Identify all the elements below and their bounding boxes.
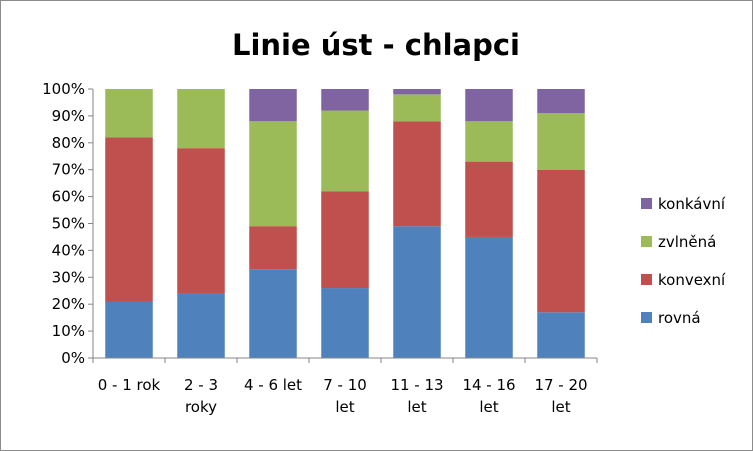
bar-segment-4-category-3	[249, 89, 297, 122]
y-tick-label: 10%	[52, 322, 85, 340]
x-tick-label: 0 - 1 rok	[98, 376, 161, 394]
bar-segment-3-category-7	[537, 113, 585, 170]
bar-segment-2-category-4	[321, 191, 369, 289]
bar-segment-3-category-4	[321, 110, 369, 192]
legend: konkávní zvlněná konvexní rovná	[641, 195, 726, 327]
legend-swatch	[641, 274, 652, 285]
legend-label: konvexní	[658, 271, 726, 289]
bar-segment-4-category-7	[537, 89, 585, 114]
x-tick-label: 2 - 3 roky	[184, 376, 218, 416]
legend-label: konkávní	[658, 195, 726, 213]
bar-segment-3-category-3	[249, 121, 297, 227]
bar-segment-3-category-1	[105, 89, 153, 138]
bar-segment-3-category-6	[465, 121, 513, 162]
legend-label: zvlněná	[658, 233, 716, 251]
bar-segment-1-category-3	[249, 269, 297, 358]
x-tick-label: 4 - 6 let	[244, 376, 302, 394]
bar-segment-1-category-5	[393, 226, 441, 358]
bar-segment-2-category-3	[249, 226, 297, 270]
y-axis: 0% 10% 20% 30% 40% 50% 60% 70% 80% 90% 100%	[42, 80, 94, 367]
x-axis: 0 - 1 rok 2 - 3 roky 4 - 6 let 7 - 10 let 11 -…	[92, 357, 598, 416]
legend-swatch	[641, 236, 652, 247]
bar-segment-2-category-7	[537, 169, 585, 313]
bar-segment-1-category-7	[537, 312, 585, 358]
legend-swatch	[641, 198, 652, 209]
y-tick-label: 60%	[52, 188, 85, 206]
y-tick-label: 40%	[52, 241, 85, 259]
legend-swatch	[641, 312, 652, 323]
y-tick-label: 20%	[52, 295, 85, 313]
y-tick-label: 50%	[52, 215, 85, 233]
bar-segment-2-category-5	[393, 121, 441, 227]
bar-segment-2-category-1	[105, 137, 153, 302]
bar-segment-1-category-2	[177, 293, 225, 358]
bar-segment-3-category-5	[393, 94, 441, 122]
y-tick-label: 30%	[52, 268, 85, 286]
x-tick-label: 14 - 16 let	[462, 376, 515, 416]
y-tick-label: 100%	[42, 80, 85, 98]
y-tick-label: 0%	[61, 349, 85, 367]
x-tick-label: 17 - 20 let	[534, 376, 587, 416]
bar-segment-1-category-4	[321, 288, 369, 358]
bar-segment-4-category-6	[465, 89, 513, 122]
bar-segment-1-category-1	[105, 301, 153, 358]
bar-segment-2-category-2	[177, 148, 225, 294]
y-tick-label: 70%	[52, 161, 85, 179]
y-tick-label: 80%	[52, 134, 85, 152]
bar-segment-2-category-6	[465, 161, 513, 237]
x-tick-label: 11 - 13 let	[390, 376, 443, 416]
x-tick-label: 7 - 10 let	[323, 376, 367, 416]
y-tick-label: 90%	[52, 107, 85, 125]
bar-segment-1-category-6	[465, 236, 513, 358]
bar-segment-3-category-2	[177, 89, 225, 149]
bars	[105, 89, 585, 358]
bar-segment-4-category-5	[393, 89, 441, 95]
legend-label: rovná	[658, 309, 701, 327]
chart-title: Linie úst - chlapci	[232, 28, 520, 62]
bar-segment-4-category-4	[321, 89, 369, 111]
